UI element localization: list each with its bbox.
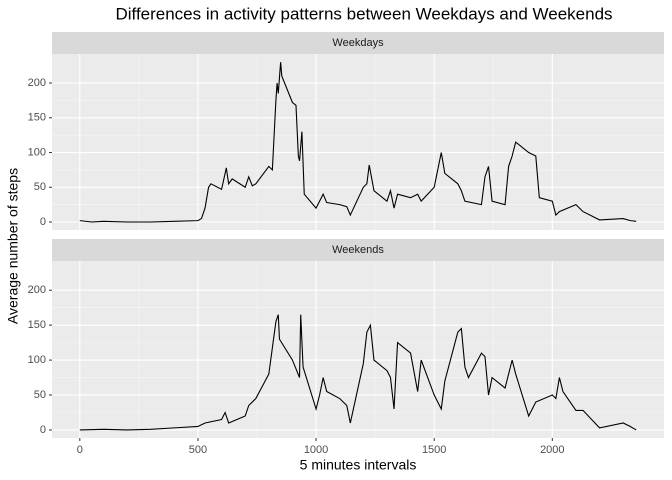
y-tick-label: 50 xyxy=(34,181,46,193)
strip-label: Weekends xyxy=(332,244,384,256)
data-line xyxy=(79,62,637,223)
strip-label: Weekdays xyxy=(332,37,384,49)
y-tick-label: 150 xyxy=(28,319,46,331)
x-tick-label: 0 xyxy=(77,444,83,456)
x-axis-title: 5 minutes intervals xyxy=(300,457,417,473)
data-line xyxy=(79,314,637,431)
chart-title: Differences in activity patterns between… xyxy=(115,4,612,23)
panel-background xyxy=(52,54,664,230)
y-tick-label: 100 xyxy=(28,354,46,366)
y-tick-label: 100 xyxy=(28,146,46,158)
y-tick-label: 200 xyxy=(28,284,46,296)
y-tick-label: 150 xyxy=(28,112,46,124)
y-axis-title: Average number of steps xyxy=(5,168,21,324)
x-tick-label: 1000 xyxy=(304,444,328,456)
strip-background xyxy=(52,32,664,54)
y-tick-label: 50 xyxy=(34,389,46,401)
y-tick-label: 0 xyxy=(40,216,46,228)
panel-background xyxy=(52,261,664,438)
y-tick-label: 200 xyxy=(28,77,46,89)
y-tick-label: 0 xyxy=(40,424,46,436)
x-tick-label: 1500 xyxy=(422,444,446,456)
strip-background xyxy=(52,239,664,261)
x-tick-label: 2000 xyxy=(540,444,564,456)
x-tick-label: 500 xyxy=(189,444,207,456)
